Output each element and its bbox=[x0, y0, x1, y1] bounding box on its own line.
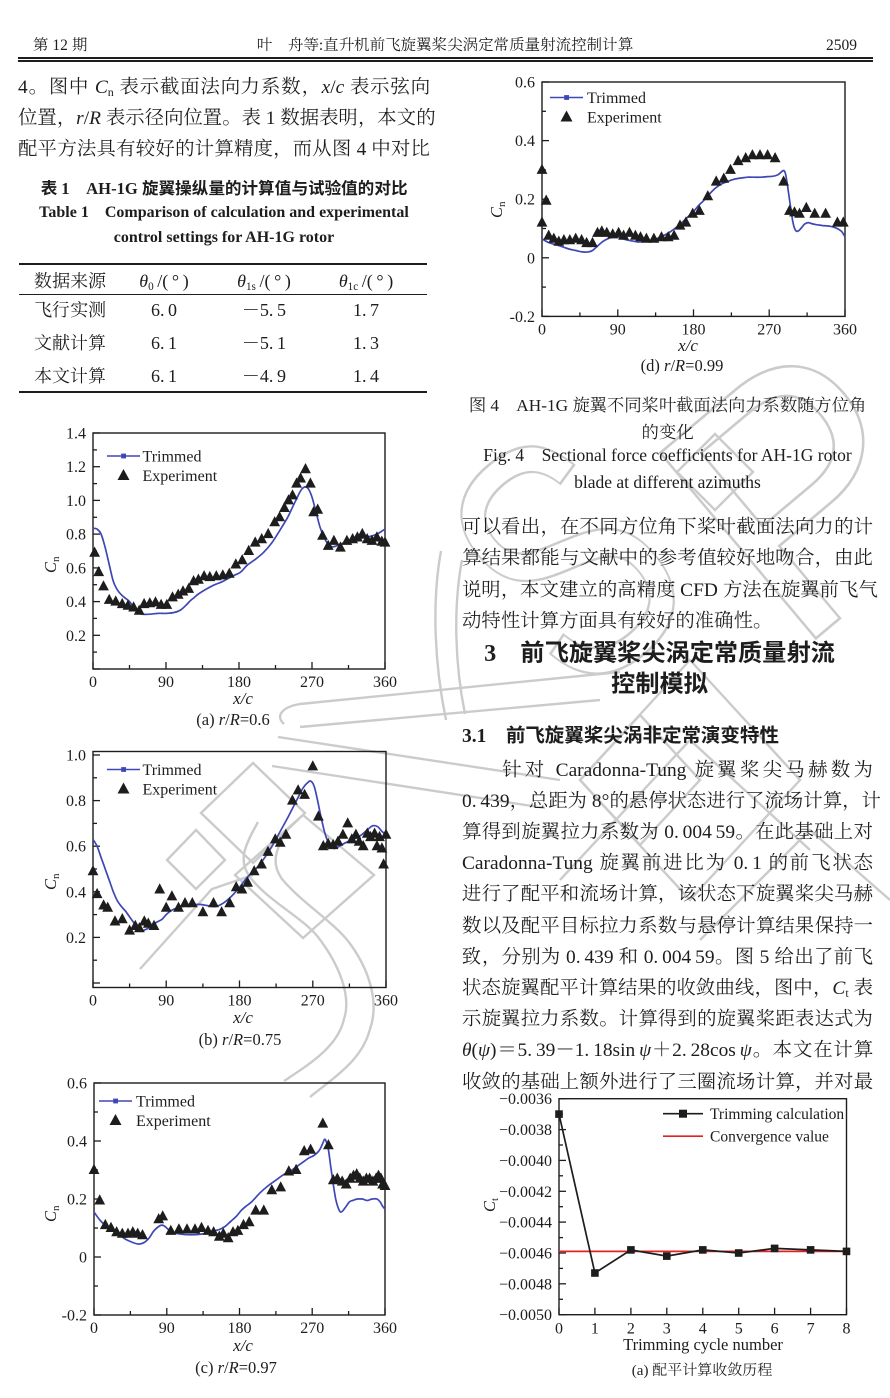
svg-text:−0.0038: −0.0038 bbox=[499, 1122, 552, 1139]
svg-text:−0.0042: −0.0042 bbox=[499, 1184, 552, 1201]
svg-text:1.2: 1.2 bbox=[66, 459, 86, 476]
svg-text:Experiment: Experiment bbox=[143, 468, 218, 485]
svg-text:Trimming cycle number: Trimming cycle number bbox=[623, 1335, 783, 1354]
svg-text:5: 5 bbox=[735, 1321, 743, 1338]
svg-text:4: 4 bbox=[699, 1321, 707, 1338]
svg-text:−0.0040: −0.0040 bbox=[499, 1153, 552, 1170]
svg-text:90: 90 bbox=[158, 993, 174, 1010]
svg-text:360: 360 bbox=[833, 321, 857, 338]
svg-text:Ct: Ct bbox=[480, 1198, 501, 1212]
svg-text:360: 360 bbox=[373, 1320, 397, 1337]
svg-text:270: 270 bbox=[757, 321, 781, 338]
svg-text:0: 0 bbox=[89, 674, 97, 691]
svg-text:0.4: 0.4 bbox=[66, 594, 86, 611]
svg-text:(a) r/R=0.6: (a) r/R=0.6 bbox=[196, 710, 270, 729]
svg-text:0.8: 0.8 bbox=[66, 793, 86, 810]
svg-text:360: 360 bbox=[374, 993, 398, 1010]
svg-text:0.6: 0.6 bbox=[66, 560, 86, 577]
svg-text:0.8: 0.8 bbox=[66, 527, 86, 544]
svg-text:90: 90 bbox=[610, 321, 626, 338]
svg-text:0.4: 0.4 bbox=[66, 884, 86, 901]
svg-text:3: 3 bbox=[663, 1321, 671, 1338]
svg-text:2: 2 bbox=[627, 1321, 635, 1338]
svg-text:270: 270 bbox=[301, 993, 325, 1010]
svg-text:(c) r/R=0.97: (c) r/R=0.97 bbox=[195, 1358, 277, 1377]
svg-text:180: 180 bbox=[228, 993, 252, 1010]
svg-text:x/c: x/c bbox=[232, 1336, 253, 1355]
svg-text:Trimmed: Trimmed bbox=[587, 90, 646, 107]
svg-text:x/c: x/c bbox=[232, 689, 253, 708]
svg-text:0: 0 bbox=[555, 1321, 563, 1338]
svg-text:90: 90 bbox=[159, 1320, 175, 1337]
svg-text:0.2: 0.2 bbox=[515, 192, 535, 209]
svg-text:270: 270 bbox=[300, 674, 324, 691]
svg-text:0.6: 0.6 bbox=[515, 75, 535, 92]
svg-text:Trimming calculation: Trimming calculation bbox=[710, 1106, 844, 1123]
svg-text:Experiment: Experiment bbox=[587, 110, 662, 127]
svg-text:0: 0 bbox=[90, 1320, 98, 1337]
svg-text:−0.0036: −0.0036 bbox=[499, 1091, 552, 1108]
svg-text:(d) r/R=0.99: (d) r/R=0.99 bbox=[641, 356, 724, 375]
svg-text:1.0: 1.0 bbox=[66, 748, 86, 765]
svg-text:0: 0 bbox=[79, 1250, 87, 1267]
svg-text:8: 8 bbox=[843, 1321, 851, 1338]
svg-text:0: 0 bbox=[538, 321, 546, 338]
svg-text:0.6: 0.6 bbox=[66, 839, 86, 856]
svg-text:Trimmed: Trimmed bbox=[136, 1094, 195, 1111]
svg-text:Trimmed: Trimmed bbox=[143, 762, 202, 779]
svg-text:−0.0050: −0.0050 bbox=[499, 1307, 552, 1324]
svg-text:0.2: 0.2 bbox=[67, 1192, 87, 1209]
svg-text:0: 0 bbox=[89, 993, 97, 1010]
svg-text:Experiment: Experiment bbox=[143, 782, 218, 799]
svg-text:−0.0048: −0.0048 bbox=[499, 1276, 552, 1293]
svg-text:180: 180 bbox=[682, 321, 706, 338]
svg-text:−0.0044: −0.0044 bbox=[499, 1215, 552, 1232]
svg-text:6: 6 bbox=[771, 1321, 779, 1338]
svg-text:−0.0046: −0.0046 bbox=[499, 1246, 552, 1263]
svg-text:-0.2: -0.2 bbox=[510, 309, 535, 326]
svg-text:90: 90 bbox=[158, 674, 174, 691]
svg-text:0: 0 bbox=[527, 250, 535, 267]
svg-text:x/c: x/c bbox=[677, 336, 698, 355]
svg-text:0.4: 0.4 bbox=[67, 1134, 87, 1151]
svg-text:(b) r/R=0.75: (b) r/R=0.75 bbox=[199, 1030, 282, 1049]
svg-text:Trimmed: Trimmed bbox=[143, 449, 202, 466]
svg-text:360: 360 bbox=[373, 674, 397, 691]
svg-text:1: 1 bbox=[591, 1321, 599, 1338]
svg-text:Convergence value: Convergence value bbox=[710, 1129, 829, 1146]
svg-text:Experiment: Experiment bbox=[136, 1113, 211, 1130]
svg-text:180: 180 bbox=[227, 674, 251, 691]
svg-text:0.2: 0.2 bbox=[66, 930, 86, 947]
svg-text:0.2: 0.2 bbox=[66, 628, 86, 645]
svg-text:7: 7 bbox=[807, 1321, 815, 1338]
svg-text:1.4: 1.4 bbox=[66, 426, 86, 443]
svg-text:1.0: 1.0 bbox=[66, 493, 86, 510]
svg-text:0.4: 0.4 bbox=[515, 133, 535, 150]
svg-text:180: 180 bbox=[228, 1320, 252, 1337]
svg-text:-0.2: -0.2 bbox=[62, 1308, 87, 1325]
svg-text:270: 270 bbox=[300, 1320, 324, 1337]
svg-text:0.6: 0.6 bbox=[67, 1076, 87, 1093]
svg-text:x/c: x/c bbox=[232, 1008, 253, 1027]
